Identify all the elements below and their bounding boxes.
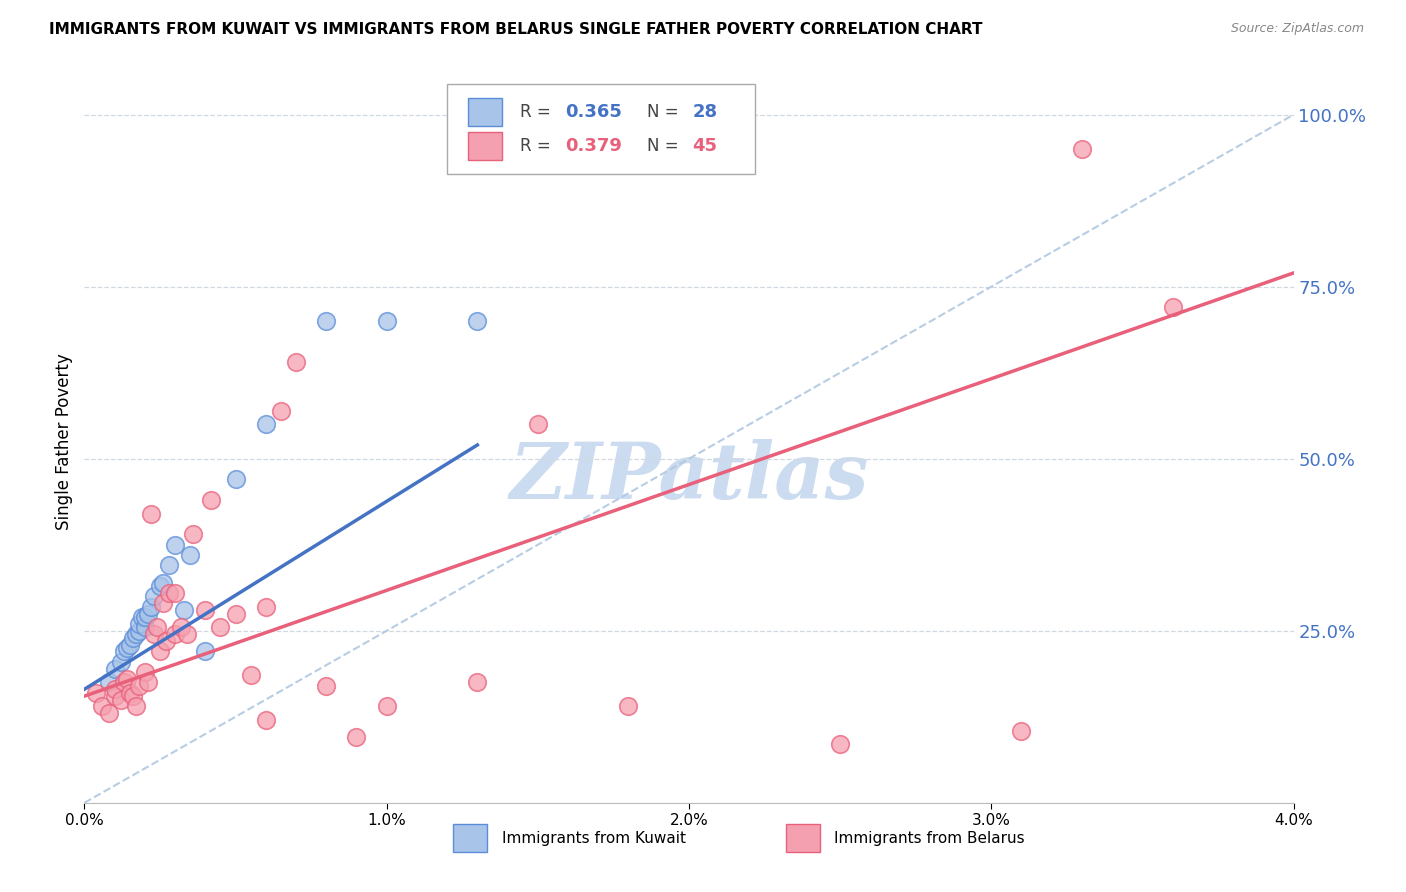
Point (176, 627, 198, 641)
Point (131, 610, 153, 624)
Bar (786, 824, 820, 852)
Point (128, 624, 150, 638)
Point (115, 640, 138, 655)
Point (110, 692, 132, 706)
Point (194, 644, 217, 658)
Y-axis label: Single Father Poverty: Single Father Poverty (55, 353, 73, 530)
Point (225, 472, 247, 486)
Point (149, 579, 172, 593)
Point (139, 599, 162, 614)
Point (139, 507, 162, 521)
Point (1071, 142, 1094, 156)
Point (134, 620, 156, 634)
Text: ZIPatlas: ZIPatlas (509, 440, 869, 516)
Point (194, 603, 217, 617)
Bar (468, 98, 502, 126)
Point (315, 314, 337, 328)
Text: 0.379: 0.379 (565, 137, 623, 155)
Point (1011, 723, 1033, 738)
Point (128, 679, 150, 693)
Point (104, 689, 127, 703)
Point (181, 527, 204, 541)
Point (617, 699, 640, 714)
Point (110, 655, 132, 669)
Point (104, 682, 127, 697)
Point (146, 620, 169, 634)
Text: IMMIGRANTS FROM KUWAIT VS IMMIGRANTS FROM BELARUS SINGLE FATHER POVERTY CORRELAT: IMMIGRANTS FROM KUWAIT VS IMMIGRANTS FRO… (49, 22, 983, 37)
Point (467, 314, 489, 328)
Text: Immigrants from Kuwait: Immigrants from Kuwait (502, 830, 686, 846)
Point (254, 599, 277, 614)
Point (209, 620, 232, 634)
Point (142, 627, 165, 641)
Point (346, 731, 368, 745)
Point (134, 665, 156, 679)
Point (467, 675, 489, 690)
Point (165, 627, 187, 641)
FancyBboxPatch shape (447, 84, 755, 174)
Point (149, 644, 172, 658)
Point (200, 493, 222, 508)
Text: N =: N = (647, 103, 683, 121)
Point (121, 689, 143, 703)
Point (225, 607, 247, 621)
Text: 28: 28 (693, 103, 717, 121)
Point (165, 538, 187, 552)
Point (173, 603, 195, 617)
Point (239, 668, 262, 682)
Point (375, 699, 398, 714)
Point (115, 672, 138, 686)
Point (270, 403, 292, 417)
Point (254, 417, 277, 432)
Point (112, 644, 135, 658)
Point (1161, 301, 1184, 315)
Bar (468, 132, 502, 160)
Point (142, 590, 165, 604)
Point (179, 548, 201, 562)
Point (155, 634, 177, 648)
Point (830, 737, 852, 751)
Point (136, 607, 159, 621)
Point (152, 575, 174, 590)
Point (157, 558, 180, 573)
Point (125, 699, 148, 714)
Point (375, 314, 398, 328)
Point (104, 662, 127, 676)
Point (118, 686, 141, 700)
Text: 45: 45 (693, 137, 717, 155)
Point (285, 355, 308, 369)
Point (97, 706, 120, 721)
Bar (453, 824, 486, 852)
Point (86, 686, 108, 700)
Text: Source: ZipAtlas.com: Source: ZipAtlas.com (1230, 22, 1364, 36)
Point (97, 675, 120, 690)
Point (121, 631, 143, 645)
Point (134, 610, 156, 624)
Point (152, 596, 174, 610)
Point (527, 417, 550, 432)
Point (157, 586, 180, 600)
Point (91, 699, 114, 714)
Point (118, 638, 141, 652)
Point (125, 627, 148, 641)
Point (136, 675, 159, 690)
Text: R =: R = (520, 103, 555, 121)
Text: Immigrants from Belarus: Immigrants from Belarus (834, 830, 1025, 846)
Point (128, 616, 150, 631)
Text: R =: R = (520, 137, 555, 155)
Text: N =: N = (647, 137, 683, 155)
Point (315, 679, 337, 693)
Point (112, 675, 135, 690)
Point (170, 620, 193, 634)
Point (165, 586, 187, 600)
Point (254, 713, 277, 727)
Text: 0.365: 0.365 (565, 103, 623, 121)
